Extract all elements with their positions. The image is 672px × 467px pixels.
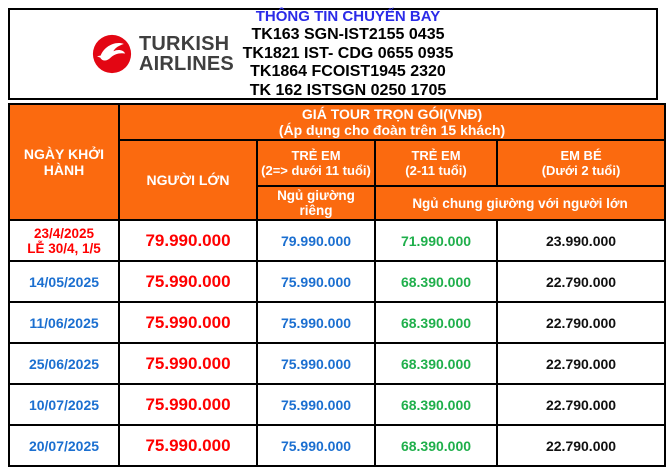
header-infant: EM BÉ (Dưới 2 tuổi) <box>495 139 667 187</box>
header-departure-date: NGÀY KHỞI HÀNH <box>8 103 120 221</box>
infant-price: 22.790.000 <box>495 301 667 344</box>
header-own-bed-note: Ngủ giường riêng <box>256 185 376 221</box>
turkish-airlines-bird-icon <box>92 34 132 74</box>
child-shared-bed-price: 68.390.000 <box>374 301 498 344</box>
table-row: 10/07/2025 75.990.000 75.990.000 68.390.… <box>8 383 667 426</box>
tour-price-table: NGÀY KHỞI HÀNH GIÁ TOUR TRỌN GÓI(VNĐ) (Á… <box>8 103 667 467</box>
child-own-bed-price: 75.990.000 <box>256 424 376 467</box>
flight-line: TK163 SGN-IST2155 0435 <box>251 26 445 43</box>
table-row: 23/4/2025 LỄ 30/4, 1/5 79.990.000 79.990… <box>8 219 667 262</box>
header-child-shared-bed: TRẺ EM (2-11 tuổi) <box>374 139 498 187</box>
adult-price: 75.990.000 <box>118 424 258 467</box>
departure-date: 23/4/2025 LỄ 30/4, 1/5 <box>8 219 120 262</box>
child-own-bed-price: 75.990.000 <box>256 301 376 344</box>
flight-line: TK1864 FCOIST1945 2320 <box>250 63 446 80</box>
header-child-own-bed: TRẺ EM (2=> dưới 11 tuổi) <box>256 139 376 187</box>
logo-line-1: TURKISH <box>139 33 230 55</box>
infant-price: 22.790.000 <box>495 383 667 426</box>
table-row: 25/06/2025 75.990.000 75.990.000 68.390.… <box>8 342 667 385</box>
table-row: 14/05/2025 75.990.000 75.990.000 68.390.… <box>8 260 667 303</box>
child-shared-bed-price: 68.390.000 <box>374 424 498 467</box>
flight-line: TK 162 ISTSGN 0250 1705 <box>249 81 447 99</box>
logo-line-2: AIRLINES <box>139 53 234 75</box>
flight-info-title: THÔNG TIN CHUYẾN BAY <box>255 8 441 25</box>
table-row: 20/07/2025 75.990.000 75.990.000 68.390.… <box>8 424 667 467</box>
adult-price: 75.990.000 <box>118 301 258 344</box>
adult-price: 79.990.000 <box>118 219 258 262</box>
infant-price: 23.990.000 <box>495 219 667 262</box>
table-row: 11/06/2025 75.990.000 75.990.000 68.390.… <box>8 301 667 344</box>
adult-price: 75.990.000 <box>118 260 258 303</box>
adult-price: 75.990.000 <box>118 383 258 426</box>
infant-price: 22.790.000 <box>495 424 667 467</box>
departure-date: 11/06/2025 <box>8 301 120 344</box>
infant-price: 22.790.000 <box>495 260 667 303</box>
page: TURKISH AIRLINES THÔNG TIN CHUYẾN BAY TK… <box>8 8 667 467</box>
turkish-airlines-logo: TURKISH AIRLINES <box>92 34 234 74</box>
child-own-bed-price: 75.990.000 <box>256 342 376 385</box>
child-own-bed-price: 75.990.000 <box>256 383 376 426</box>
adult-price: 75.990.000 <box>118 342 258 385</box>
departure-date: 25/06/2025 <box>8 342 120 385</box>
flight-schedule: THÔNG TIN CHUYẾN BAY TK163 SGN-IST2155 0… <box>213 8 454 100</box>
child-shared-bed-price: 68.390.000 <box>374 342 498 385</box>
departure-date: 14/05/2025 <box>8 260 120 303</box>
header-price-group: GIÁ TOUR TRỌN GÓI(VNĐ) (Áp dụng cho đoàn… <box>117 103 667 141</box>
header-shared-bed-note: Ngủ chung giường với người lớn <box>373 185 667 221</box>
child-shared-bed-price: 68.390.000 <box>374 260 498 303</box>
infant-price: 22.790.000 <box>495 342 667 385</box>
child-shared-bed-price: 68.390.000 <box>374 383 498 426</box>
child-shared-bed-price: 71.990.000 <box>374 219 498 262</box>
logo-wordmark: TURKISH AIRLINES <box>139 34 234 74</box>
header-adult: NGƯỜI LỚN <box>118 139 258 221</box>
departure-date: 20/07/2025 <box>8 424 120 467</box>
departure-date: 10/07/2025 <box>8 383 120 426</box>
child-own-bed-price: 75.990.000 <box>256 260 376 303</box>
flight-line: TK1821 IST- CDG 0655 0935 <box>242 44 454 62</box>
flight-info-box: TURKISH AIRLINES THÔNG TIN CHUYẾN BAY TK… <box>8 8 658 100</box>
child-own-bed-price: 79.990.000 <box>256 219 376 262</box>
